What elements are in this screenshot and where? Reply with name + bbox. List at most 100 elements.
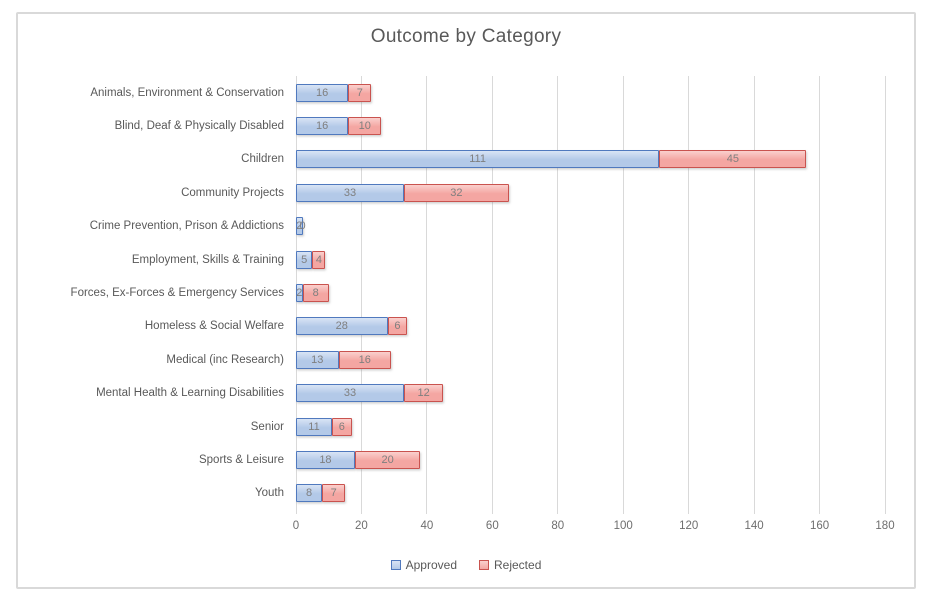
category-label: Forces, Ex-Forces & Emergency Services	[70, 287, 284, 300]
bar-segment-rejected	[659, 150, 807, 169]
bar-value-label: 7	[356, 86, 363, 99]
x-tick-label: 0	[292, 520, 300, 533]
x-tick-label: 80	[551, 520, 565, 533]
bar-segment-rejected	[354, 451, 421, 470]
bar-value-label: 12	[417, 387, 430, 400]
category-label: Blind, Deaf & Physically Disabled	[114, 120, 284, 133]
bar-value-label: 32	[450, 186, 463, 199]
bar-value-label: 7	[330, 487, 337, 500]
bar-segment-rejected	[403, 384, 444, 403]
bar-value-label: 111	[469, 153, 486, 166]
category-label: Medical (inc Research)	[166, 353, 284, 366]
gridline	[557, 76, 559, 515]
category-label: Animals, Environment & Conservation	[90, 86, 284, 99]
gridline	[688, 76, 690, 515]
gridline	[426, 76, 428, 515]
category-label: Employment, Skills & Training	[131, 253, 284, 266]
x-tick-label: 40	[420, 520, 434, 533]
bar-segment-rejected	[348, 117, 382, 136]
bar-value-label: 2	[296, 287, 303, 300]
category-label: Senior	[250, 420, 284, 433]
category-row: Forces, Ex-Forces & Emergency Services 2 8	[0, 276, 937, 309]
legend-item-rejected: Rejected	[479, 558, 541, 572]
bar-segment-approved	[296, 150, 660, 169]
category-row: Employment, Skills & Training 5 4	[0, 243, 937, 276]
x-tick-label: 120	[679, 520, 699, 533]
category-row: Crime Prevention, Prison & Addictions 2 0	[0, 210, 937, 243]
gridline	[753, 76, 755, 515]
bar-value-label: 2	[296, 220, 303, 233]
approved-swatch-icon	[390, 560, 401, 570]
bar-value-label: 6	[394, 320, 401, 333]
category-row: Children 111 45	[0, 143, 937, 176]
x-tick-label: 100	[613, 520, 633, 533]
gridline	[884, 76, 886, 515]
chart-frame	[16, 12, 916, 589]
legend-label-approved: Approved	[405, 558, 457, 572]
category-label: Mental Health & Learning Disabilities	[96, 387, 284, 400]
legend-label-rejected: Rejected	[494, 558, 542, 572]
x-tick-label: 60	[485, 520, 499, 533]
bar-value-label: 13	[311, 353, 324, 366]
bar-value-label: 45	[726, 153, 739, 166]
bar-value-label: 33	[343, 387, 357, 400]
gridline	[360, 76, 362, 515]
bar-value-label: 6	[338, 420, 345, 433]
category-row: Animals, Environment & Conservation 16 7	[0, 76, 937, 109]
bar-value-label: 16	[316, 86, 329, 99]
bar-value-label: 5	[301, 253, 308, 266]
gridline	[622, 76, 624, 515]
chart-title: Outcome by Category	[370, 26, 562, 47]
bar-segment-approved	[296, 217, 303, 236]
bar-segment-rejected	[348, 83, 372, 102]
bar-segment-rejected	[322, 484, 346, 503]
bar-value-label: 11	[308, 420, 320, 433]
category-label: Children	[241, 153, 284, 166]
bar-value-label: 20	[381, 454, 394, 467]
bar-segment-approved	[296, 250, 313, 269]
bar-segment-rejected	[331, 417, 352, 436]
category-label: Crime Prevention, Prison & Addictions	[89, 220, 284, 233]
bar-value-label: 18	[319, 454, 332, 467]
bar-value-label: 33	[343, 186, 357, 199]
category-label: Community Projects	[181, 186, 284, 199]
bar-segment-rejected	[403, 183, 509, 202]
gridline	[819, 76, 821, 515]
bar-value-label: 10	[358, 120, 371, 133]
category-label: Sports & Leisure	[198, 454, 284, 467]
category-row: Mental Health & Learning Disabilities 33 1…	[0, 377, 937, 410]
bar-segment-approved	[296, 417, 332, 436]
category-row: Medical (inc Research) 13 16	[0, 343, 937, 376]
category-row: Senior 11 6	[0, 410, 937, 443]
bar-segment-approved	[296, 384, 404, 403]
category-label: Youth	[255, 487, 284, 500]
bar-value-label: 8	[312, 287, 319, 300]
category-row: Sports & Leisure 18 20	[0, 443, 937, 476]
category-row: Community Projects 33 32	[0, 176, 937, 209]
bar-segment-approved	[296, 284, 303, 303]
bar-segment-rejected	[312, 250, 326, 269]
bar-value-label: 8	[306, 487, 313, 500]
gridline	[491, 76, 493, 515]
bar-value-label: 4	[315, 253, 322, 266]
bar-segment-rejected	[338, 350, 391, 369]
category-row: Youth 8 7	[0, 477, 937, 510]
bar-segment-approved	[296, 317, 388, 336]
bar-value-label: 28	[335, 320, 348, 333]
legend: Approved Rejected	[16, 555, 916, 575]
bar-value-label: 0	[299, 220, 306, 233]
category-row: Homeless & Social Welfare 28 6	[0, 310, 937, 343]
bar-segment-approved	[296, 484, 323, 503]
bar-segment-approved	[296, 83, 349, 102]
x-tick-label: 180	[875, 520, 895, 533]
bar-value-label: 16	[316, 120, 329, 133]
bar-segment-approved	[296, 183, 404, 202]
x-tick-label: 160	[809, 520, 830, 533]
bar-segment-rejected	[302, 284, 329, 303]
bar-segment-rejected	[387, 317, 408, 336]
bar-segment-approved	[296, 350, 339, 369]
legend-item-approved: Approved	[390, 558, 457, 572]
x-tick-label: 140	[744, 520, 764, 533]
rejected-swatch-icon	[479, 560, 489, 570]
